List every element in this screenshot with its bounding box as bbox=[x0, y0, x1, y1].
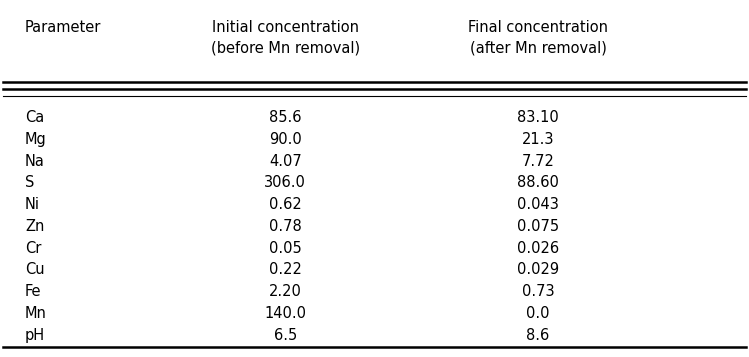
Text: Zn: Zn bbox=[25, 219, 44, 234]
Text: 0.78: 0.78 bbox=[269, 219, 302, 234]
Text: 0.026: 0.026 bbox=[517, 241, 559, 256]
Text: 8.6: 8.6 bbox=[527, 328, 550, 343]
Text: 306.0: 306.0 bbox=[264, 175, 306, 190]
Text: 0.029: 0.029 bbox=[517, 262, 559, 277]
Text: Parameter: Parameter bbox=[25, 20, 101, 35]
Text: 0.0: 0.0 bbox=[527, 306, 550, 321]
Text: 0.22: 0.22 bbox=[269, 262, 302, 277]
Text: 85.6: 85.6 bbox=[269, 110, 302, 125]
Text: 140.0: 140.0 bbox=[264, 306, 306, 321]
Text: Mg: Mg bbox=[25, 132, 47, 147]
Text: Fe: Fe bbox=[25, 284, 42, 299]
Text: Cu: Cu bbox=[25, 262, 45, 277]
Text: Final concentration
(after Mn removal): Final concentration (after Mn removal) bbox=[468, 20, 608, 55]
Text: 0.73: 0.73 bbox=[522, 284, 554, 299]
Text: 0.05: 0.05 bbox=[269, 241, 302, 256]
Text: 88.60: 88.60 bbox=[517, 175, 559, 190]
Text: 21.3: 21.3 bbox=[522, 132, 554, 147]
Text: Initial concentration
(before Mn removal): Initial concentration (before Mn removal… bbox=[210, 20, 360, 55]
Text: pH: pH bbox=[25, 328, 45, 343]
Text: Mn: Mn bbox=[25, 306, 47, 321]
Text: 0.075: 0.075 bbox=[517, 219, 559, 234]
Text: 0.62: 0.62 bbox=[269, 197, 302, 212]
Text: 6.5: 6.5 bbox=[273, 328, 297, 343]
Text: 4.07: 4.07 bbox=[269, 154, 302, 169]
Text: Ca: Ca bbox=[25, 110, 44, 125]
Text: 0.043: 0.043 bbox=[517, 197, 559, 212]
Text: S: S bbox=[25, 175, 34, 190]
Text: 90.0: 90.0 bbox=[269, 132, 302, 147]
Text: Cr: Cr bbox=[25, 241, 41, 256]
Text: 83.10: 83.10 bbox=[517, 110, 559, 125]
Text: 7.72: 7.72 bbox=[521, 154, 554, 169]
Text: 2.20: 2.20 bbox=[269, 284, 302, 299]
Text: Ni: Ni bbox=[25, 197, 40, 212]
Text: Na: Na bbox=[25, 154, 45, 169]
